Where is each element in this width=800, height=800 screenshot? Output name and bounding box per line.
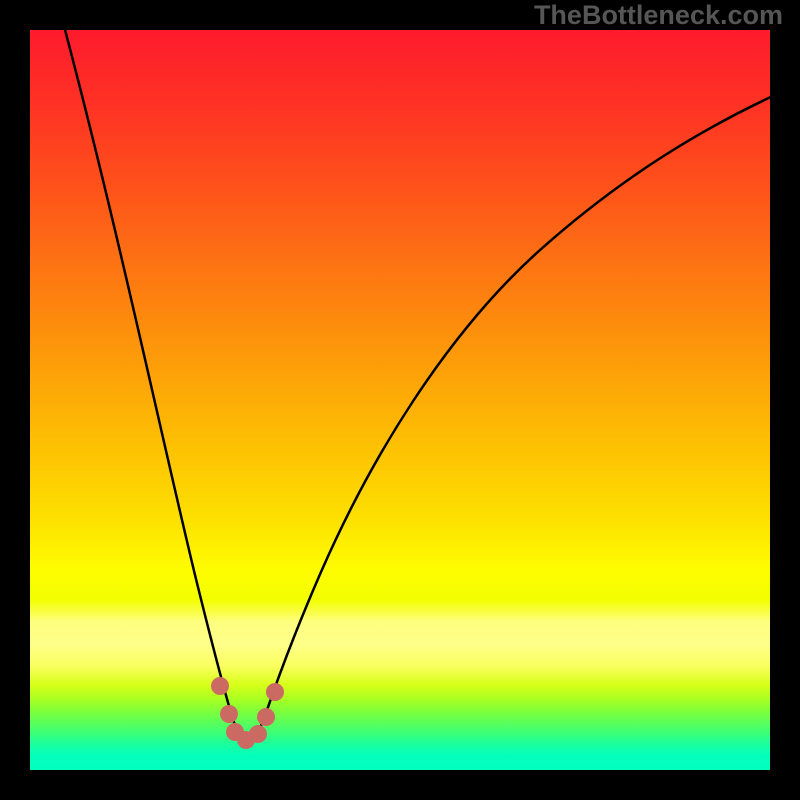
watermark-text: TheBottleneck.com [534, 0, 783, 31]
chart-frame: TheBottleneck.com [0, 0, 800, 800]
plot-background-gradient [30, 30, 770, 770]
